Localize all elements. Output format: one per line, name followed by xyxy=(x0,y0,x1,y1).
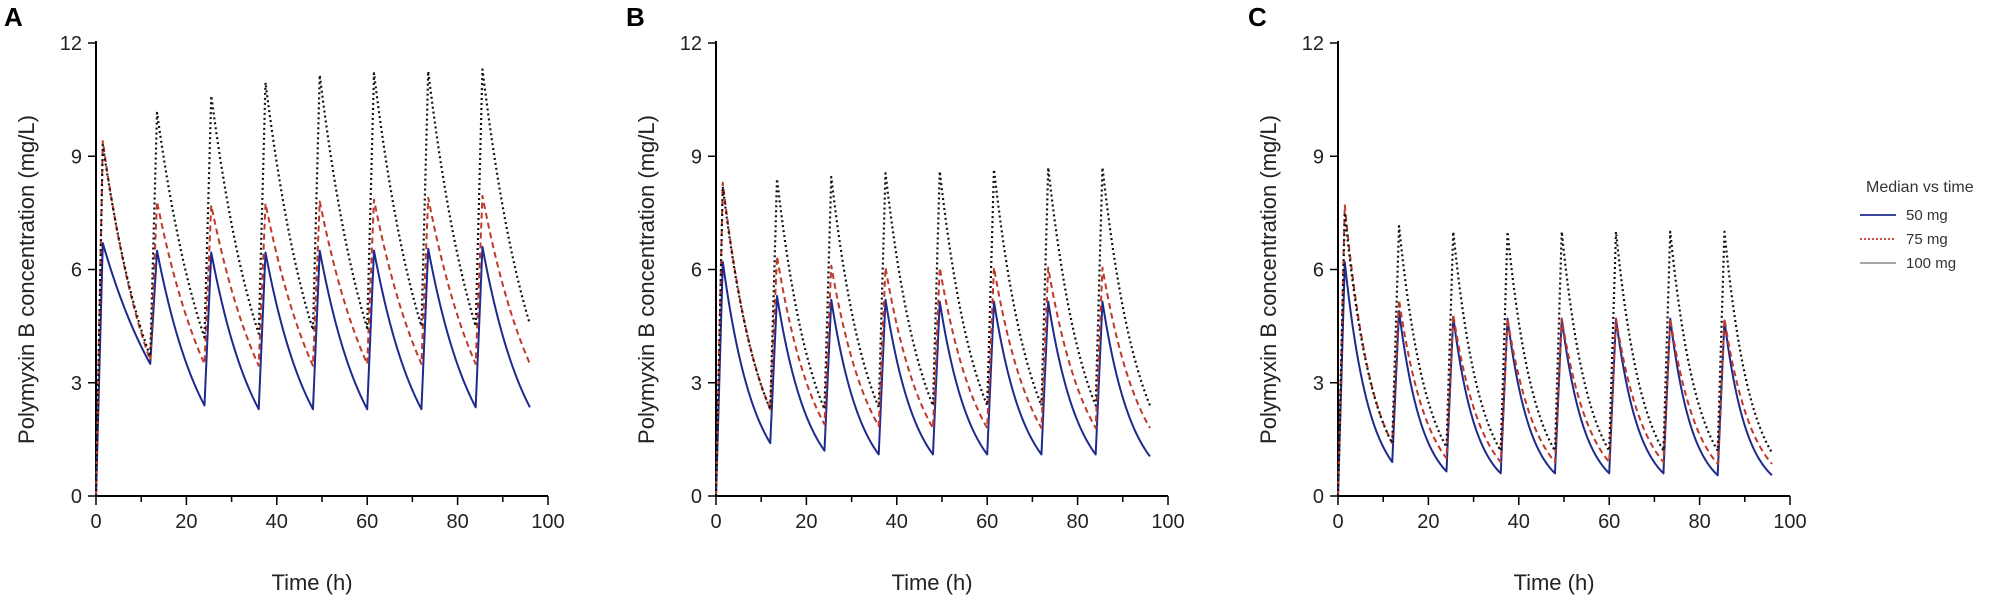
x-tick-label: 100 xyxy=(531,511,564,533)
x-tick-label: 60 xyxy=(1598,511,1620,533)
y-tick-label: 9 xyxy=(1313,146,1324,168)
y-tick-label: 9 xyxy=(71,146,82,168)
x-tick-label: 20 xyxy=(795,511,817,533)
y-tick-label: 0 xyxy=(1313,486,1324,508)
x-tick-label: 80 xyxy=(446,511,468,533)
series-line-50-mg xyxy=(715,260,1151,497)
x-tick-label: 80 xyxy=(1688,511,1710,533)
y-tick-label: 0 xyxy=(691,486,702,508)
x-axis-title: Time (h) xyxy=(271,570,352,595)
x-tick-label: 100 xyxy=(1773,511,1806,533)
x-tick-label: 20 xyxy=(175,511,197,533)
y-tick-label: 3 xyxy=(71,373,82,395)
y-axis-title: Polymyxin B concentration (mg/L) xyxy=(634,115,659,444)
y-tick-label: 3 xyxy=(1313,373,1324,395)
x-tick-label: 80 xyxy=(1066,511,1088,533)
legend: Median vs time 50 mg 75 mg 100 mg xyxy=(1860,179,1974,272)
y-tick-label: 6 xyxy=(71,260,82,282)
x-tick-label: 60 xyxy=(356,511,378,533)
series-line-75-mg xyxy=(95,140,531,497)
panel-label: B xyxy=(626,2,645,32)
chart-panel-b: B 0 3 6 9 12 0 20 40 60 80 100 Time (h) Polymyxin B c… xyxy=(626,2,1185,595)
x-axis-title: Time (h) xyxy=(891,570,972,595)
x-tick-label: 0 xyxy=(90,511,101,533)
x-axis-title: Time (h) xyxy=(1513,570,1594,595)
x-tick-label: 40 xyxy=(886,511,908,533)
x-tick-label: 20 xyxy=(1417,511,1439,533)
y-axis-title: Polymyxin B concentration (mg/L) xyxy=(1256,115,1281,444)
series-line-50-mg xyxy=(1337,260,1773,497)
x-tick-label: 0 xyxy=(710,511,721,533)
series-line-75-mg xyxy=(715,181,1151,497)
legend-title: Median vs time xyxy=(1866,179,1974,196)
x-tick-label: 40 xyxy=(1508,511,1530,533)
x-tick-label: 40 xyxy=(266,511,288,533)
x-tick-label: 0 xyxy=(1332,511,1343,533)
panel-label: C xyxy=(1248,2,1267,32)
y-tick-label: 0 xyxy=(71,486,82,508)
x-tick-label: 60 xyxy=(976,511,998,533)
y-tick-label: 12 xyxy=(60,33,82,55)
legend-item-label: 100 mg xyxy=(1906,255,1956,272)
chart-panel-a: A 0 3 6 9 12 0 20 40 60 80 100 Time (h) Polymyxin B c… xyxy=(4,2,565,595)
series-line-75-mg xyxy=(1337,204,1773,497)
series-line-50-mg xyxy=(95,242,531,497)
x-tick-label: 100 xyxy=(1151,511,1184,533)
series-line-100-mg xyxy=(94,68,531,497)
y-tick-label: 6 xyxy=(1313,260,1324,282)
y-axis-title: Polymyxin B concentration (mg/L) xyxy=(14,115,39,444)
y-tick-label: 6 xyxy=(691,260,702,282)
legend-item-label: 75 mg xyxy=(1906,231,1948,248)
chart-panel-c: C 0 3 6 9 12 0 20 40 60 80 100 Time (h) Polymyxin B c… xyxy=(1248,2,1807,595)
legend-item-label: 50 mg xyxy=(1906,207,1948,224)
series-line-100-mg xyxy=(1336,211,1773,497)
panel-label: A xyxy=(4,2,23,32)
y-tick-label: 12 xyxy=(1302,33,1324,55)
y-tick-label: 3 xyxy=(691,373,702,395)
y-tick-label: 12 xyxy=(680,33,702,55)
y-tick-label: 9 xyxy=(691,146,702,168)
